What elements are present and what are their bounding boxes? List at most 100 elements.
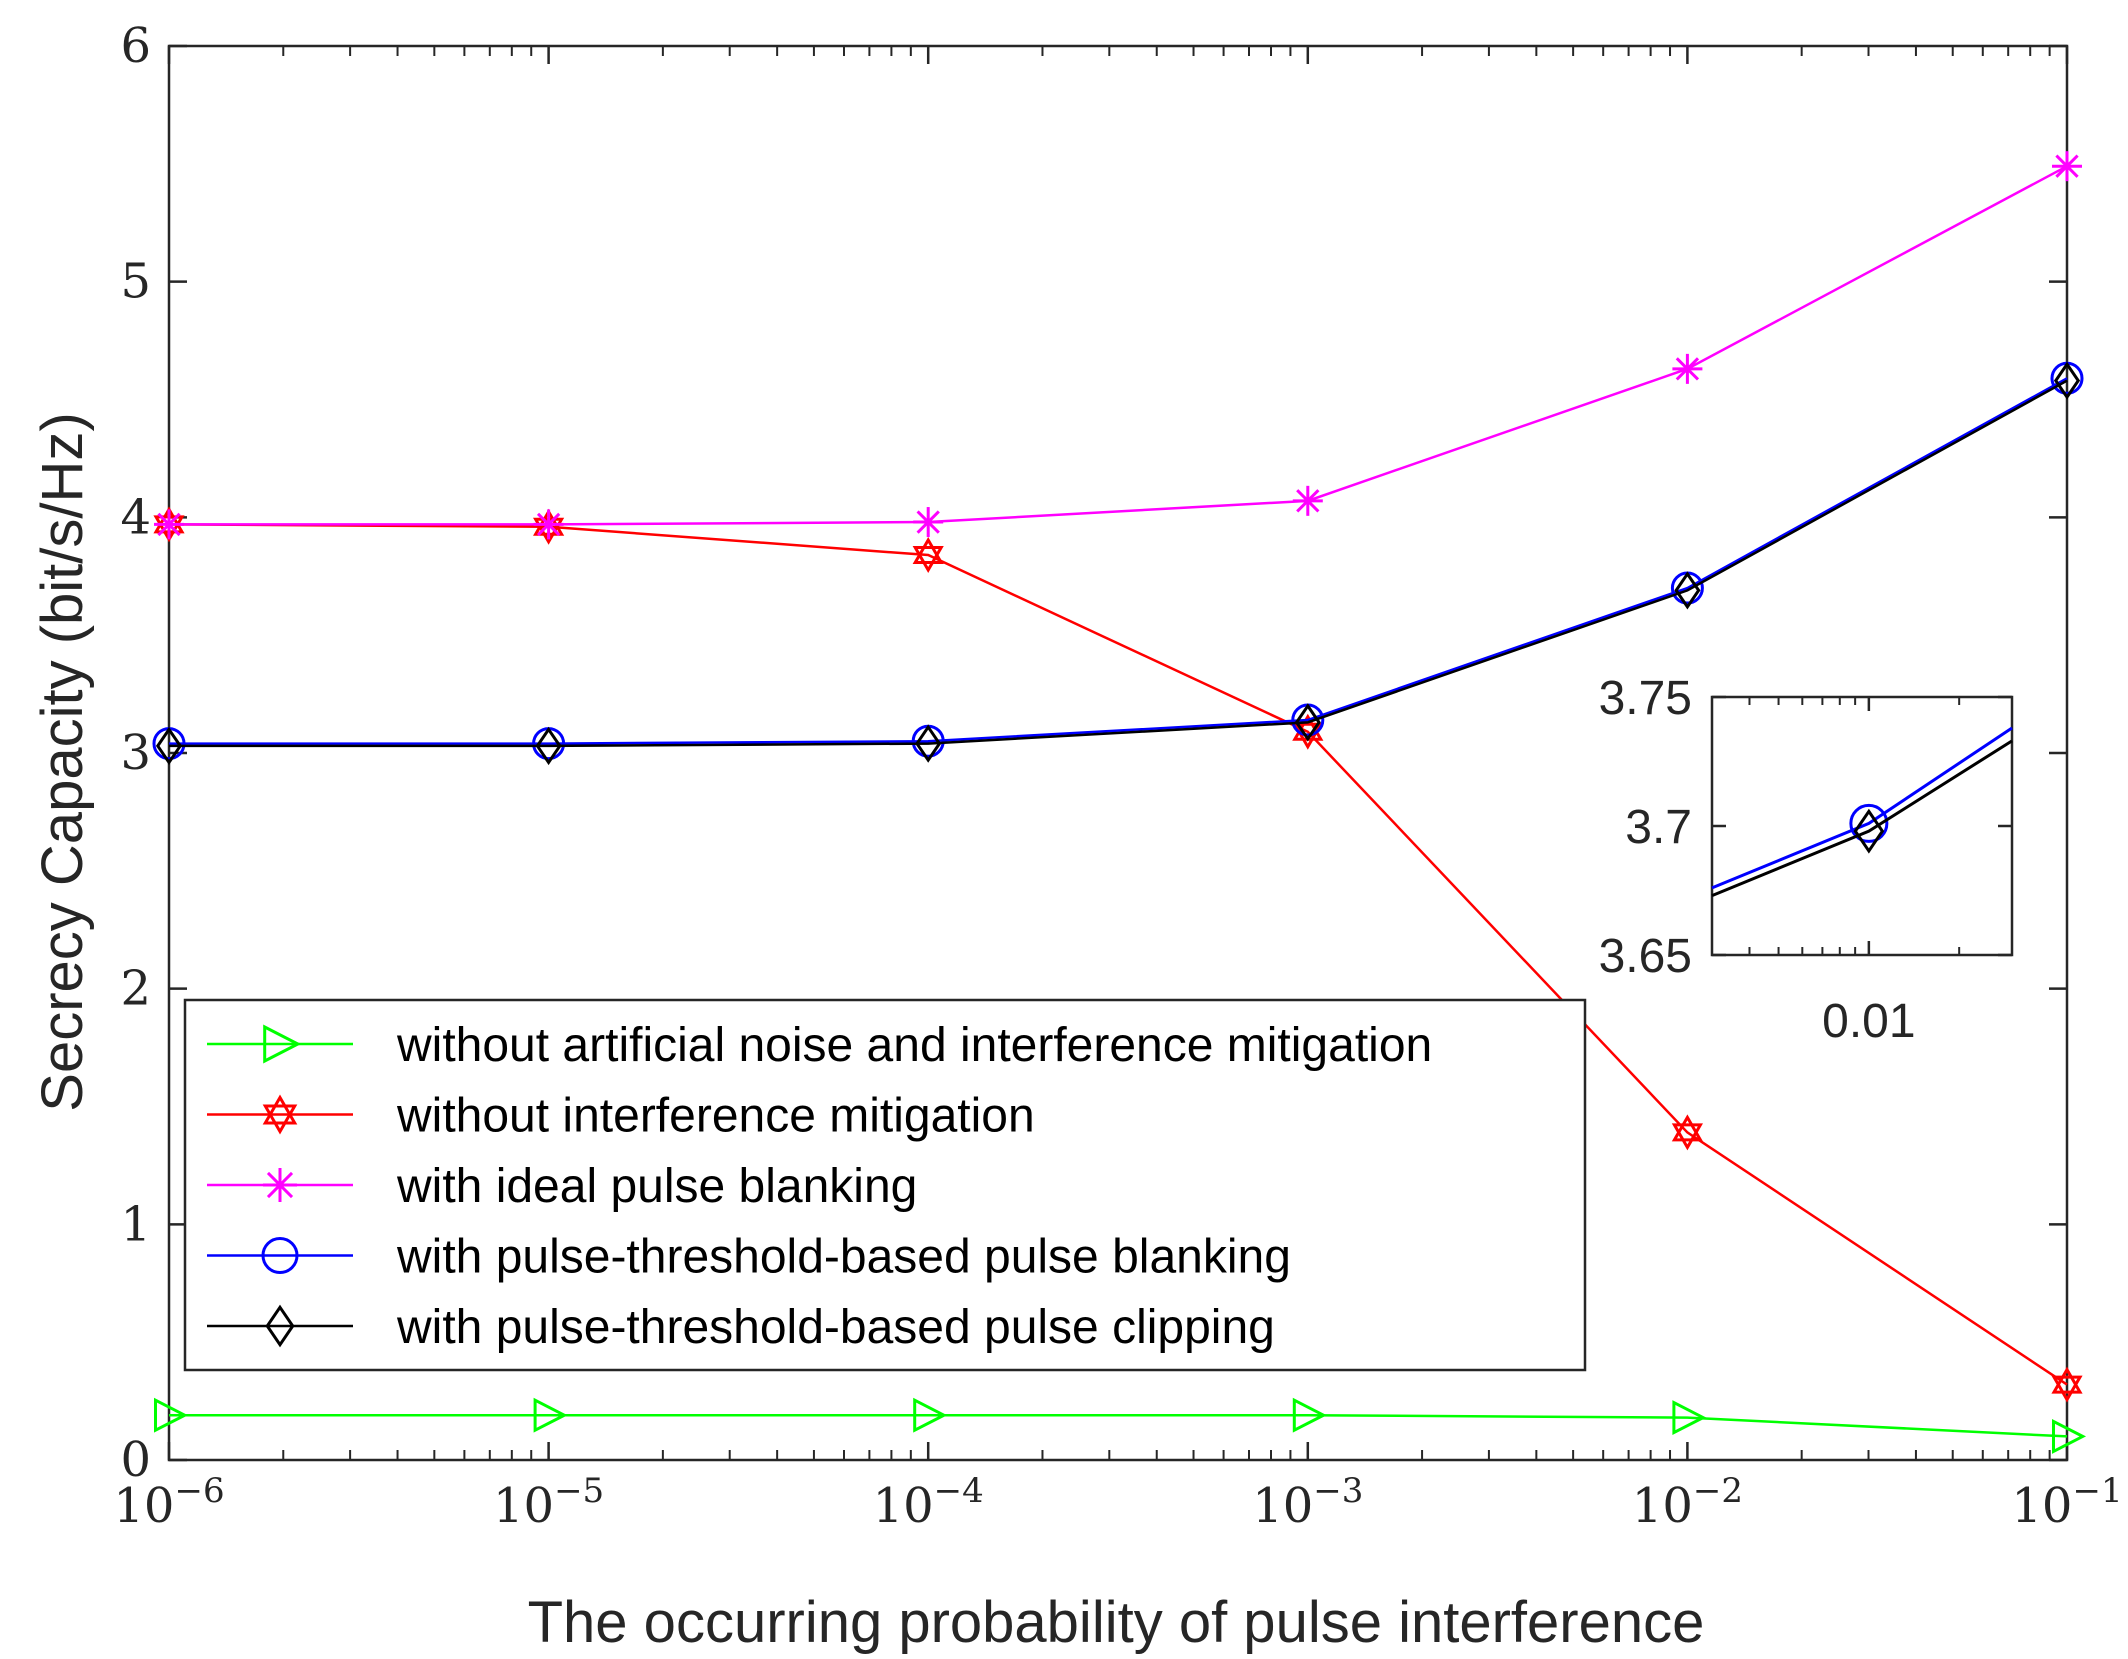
data-point-asterisk-stroke bbox=[1675, 357, 1700, 381]
legend-marker-stroke bbox=[266, 1171, 294, 1199]
inset-data-point-circle bbox=[1849, 803, 1889, 843]
x-tick-base: 10 bbox=[493, 1478, 554, 1534]
data-point-hexagram bbox=[1671, 1114, 1703, 1151]
x-tick-base: 10 bbox=[113, 1478, 174, 1534]
y-tick-label: 6 bbox=[120, 18, 151, 74]
data-point-asterisk bbox=[154, 509, 184, 540]
legend: without artificial noise and interferenc… bbox=[183, 998, 1587, 1372]
data-point-hexagram bbox=[912, 537, 944, 574]
x-tick-exponent: −2 bbox=[1693, 1471, 1743, 1511]
data-point-hexagram bbox=[2051, 1366, 2083, 1403]
x-tick-base: 10 bbox=[2011, 1478, 2072, 1534]
legend-item: without artificial noise and interferenc… bbox=[207, 1019, 1432, 1072]
legend-item: without interference mitigation bbox=[207, 1090, 1035, 1143]
inset-data-point-diamond bbox=[1853, 808, 1885, 854]
data-point-triangle-right bbox=[2052, 1418, 2087, 1454]
inset-axes: 0.01 3.65 3.7 3.75 bbox=[1599, 672, 2014, 1048]
x-tick-label: 10−1 bbox=[2011, 1471, 2122, 1534]
data-point-diamond bbox=[535, 726, 562, 766]
data-point-triangle-right bbox=[1672, 1400, 1707, 1436]
data-point-asterisk-stroke bbox=[2055, 154, 2079, 178]
inset-y-tick-label: 3.65 bbox=[1599, 930, 1692, 983]
legend-marker bbox=[261, 1237, 299, 1274]
series-without-artificial-noise-and-interference-mitigation bbox=[154, 1397, 2087, 1454]
series-line bbox=[169, 379, 2068, 748]
legend-label: without interference mitigation bbox=[396, 1090, 1035, 1143]
x-tick-label: 10−6 bbox=[113, 1471, 224, 1534]
data-point-hexagram-tri-up bbox=[912, 537, 944, 565]
x-tick-exponent: −4 bbox=[934, 1471, 984, 1511]
data-point-diamond bbox=[915, 724, 942, 763]
x-tick-label: 10−3 bbox=[1252, 1471, 1363, 1534]
y-axis-label: Secrecy Capacity (bit/s/Hz) bbox=[30, 412, 95, 1111]
data-point-hexagram-tri-down bbox=[2051, 1375, 2083, 1403]
legend-item: with ideal pulse blanking bbox=[207, 1160, 917, 1213]
x-tick-exponent: −6 bbox=[174, 1471, 224, 1511]
y-tick-label: 3 bbox=[120, 725, 151, 781]
series-with-pulse-threshold-based-pulse-clipping bbox=[155, 361, 2081, 766]
legend-item: with pulse-threshold-based pulse clippin… bbox=[207, 1301, 1275, 1354]
x-tick-base: 10 bbox=[873, 1478, 934, 1534]
x-tick-base: 10 bbox=[1632, 1478, 1693, 1534]
y-tick-label: 5 bbox=[120, 254, 151, 310]
data-point-asterisk-stroke bbox=[536, 512, 561, 537]
data-point-asterisk bbox=[1292, 485, 1323, 516]
legend-marker bbox=[262, 1094, 298, 1135]
data-point-asterisk bbox=[913, 507, 944, 538]
data-point-asterisk-stroke bbox=[916, 510, 940, 534]
legend-item: with pulse-threshold-based pulse blankin… bbox=[207, 1231, 1291, 1284]
inset-series-line bbox=[1711, 726, 2013, 890]
legend-marker bbox=[263, 1168, 297, 1202]
data-point-triangle-right bbox=[533, 1397, 568, 1433]
legend-box bbox=[183, 998, 1587, 1372]
y-tick-label: 2 bbox=[120, 961, 151, 1017]
x-tick-base: 10 bbox=[1252, 1478, 1313, 1534]
series-line bbox=[169, 165, 2068, 526]
inset-y-tick-label: 3.75 bbox=[1599, 672, 1692, 725]
inset-series-line bbox=[1711, 739, 2013, 898]
data-point-diamond bbox=[155, 726, 183, 766]
y-tick-label: 4 bbox=[120, 489, 151, 545]
legend-marker bbox=[263, 1024, 302, 1064]
data-point-diamond bbox=[1294, 703, 1321, 742]
legend-label: with pulse-threshold-based pulse clippin… bbox=[396, 1301, 1275, 1354]
legend-label: with pulse-threshold-based pulse blankin… bbox=[396, 1231, 1291, 1284]
data-point-hexagram-tri-up bbox=[2051, 1366, 2083, 1394]
data-point-asterisk bbox=[2052, 151, 2082, 182]
inset-y-tick-label: 3.7 bbox=[1625, 801, 1692, 854]
legend-marker bbox=[265, 1304, 295, 1348]
data-point-hexagram-tri-up bbox=[1671, 1114, 1703, 1142]
x-tick-exponent: −1 bbox=[2072, 1471, 2122, 1511]
series-line bbox=[169, 377, 2068, 745]
x-axis-label: The occurring probability of pulse inter… bbox=[528, 1590, 1705, 1655]
x-tick-label: 10−4 bbox=[873, 1471, 984, 1534]
inset-series-with-pulse-threshold-based-pulse-clipping bbox=[1711, 739, 2013, 898]
y-tick-label: 1 bbox=[120, 1196, 151, 1252]
x-tick-exponent: −3 bbox=[1313, 1471, 1363, 1511]
data-point-triangle-right bbox=[154, 1397, 189, 1433]
data-point-hexagram-tri-down bbox=[912, 546, 944, 574]
data-point-triangle-right bbox=[1292, 1397, 1327, 1433]
data-point-asterisk-stroke bbox=[157, 512, 181, 537]
data-point-asterisk-stroke bbox=[1296, 489, 1320, 513]
series-line bbox=[168, 523, 2068, 1386]
legend-label: without artificial noise and interferenc… bbox=[396, 1019, 1432, 1072]
data-point-asterisk bbox=[533, 509, 564, 540]
x-tick-label: 10−5 bbox=[493, 1471, 604, 1534]
series-with-ideal-pulse-blanking bbox=[154, 151, 2082, 540]
inset-series-with-pulse-threshold-based-pulse-blanking bbox=[1711, 726, 2013, 890]
main-series bbox=[152, 151, 2087, 1454]
x-tick-exponent: −5 bbox=[554, 1471, 604, 1511]
legend-label: with ideal pulse blanking bbox=[396, 1160, 917, 1213]
data-point-hexagram-tri-down bbox=[1292, 722, 1324, 750]
data-point-triangle-right bbox=[913, 1397, 948, 1433]
data-point-diamond bbox=[2053, 361, 2081, 400]
data-point-hexagram-tri-down bbox=[1671, 1123, 1703, 1151]
y-tick-label: 0 bbox=[120, 1432, 151, 1488]
data-point-diamond bbox=[1674, 571, 1701, 610]
inset-x-tick-label: 0.01 bbox=[1822, 995, 1915, 1048]
legend-marker-tri-down bbox=[262, 1104, 298, 1135]
data-point-asterisk bbox=[1672, 353, 1703, 384]
series-line bbox=[169, 1413, 2068, 1438]
